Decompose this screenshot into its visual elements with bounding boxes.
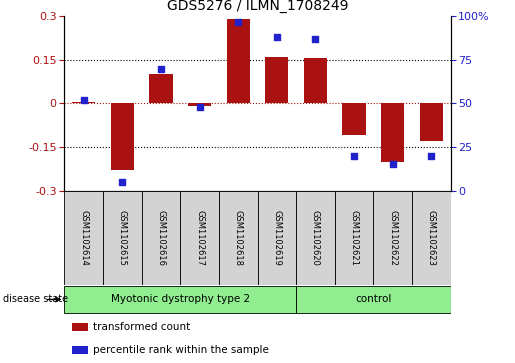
Title: GDS5276 / ILMN_1708249: GDS5276 / ILMN_1708249 xyxy=(167,0,348,13)
FancyBboxPatch shape xyxy=(64,286,296,313)
Bar xyxy=(227,19,250,103)
FancyBboxPatch shape xyxy=(296,286,451,313)
Bar xyxy=(381,103,404,162)
FancyBboxPatch shape xyxy=(335,191,373,285)
Bar xyxy=(188,103,211,106)
FancyBboxPatch shape xyxy=(296,191,335,285)
Point xyxy=(273,34,281,40)
FancyBboxPatch shape xyxy=(103,191,142,285)
Text: GSM1102615: GSM1102615 xyxy=(118,210,127,266)
Text: GSM1102620: GSM1102620 xyxy=(311,210,320,266)
FancyBboxPatch shape xyxy=(142,191,180,285)
Bar xyxy=(72,346,88,354)
FancyBboxPatch shape xyxy=(64,191,103,285)
Point xyxy=(118,179,127,185)
FancyBboxPatch shape xyxy=(219,191,258,285)
Text: percentile rank within the sample: percentile rank within the sample xyxy=(93,345,269,355)
Bar xyxy=(72,102,95,103)
Text: GSM1102618: GSM1102618 xyxy=(234,210,243,266)
Point xyxy=(427,153,435,159)
Point xyxy=(196,104,204,110)
Text: GSM1102623: GSM1102623 xyxy=(427,210,436,266)
FancyBboxPatch shape xyxy=(412,191,451,285)
Text: GSM1102619: GSM1102619 xyxy=(272,210,281,266)
Point xyxy=(157,66,165,72)
Point xyxy=(79,97,88,103)
Text: Myotonic dystrophy type 2: Myotonic dystrophy type 2 xyxy=(111,294,250,305)
FancyBboxPatch shape xyxy=(373,191,412,285)
FancyBboxPatch shape xyxy=(258,191,296,285)
Point xyxy=(350,153,358,159)
Text: GSM1102622: GSM1102622 xyxy=(388,210,397,266)
Bar xyxy=(342,103,366,135)
FancyBboxPatch shape xyxy=(180,191,219,285)
Bar xyxy=(265,57,288,103)
Text: transformed count: transformed count xyxy=(93,322,191,332)
Text: GSM1102614: GSM1102614 xyxy=(79,210,88,266)
Text: GSM1102621: GSM1102621 xyxy=(350,210,358,266)
Point xyxy=(234,19,242,24)
Text: GSM1102617: GSM1102617 xyxy=(195,210,204,266)
Bar xyxy=(72,323,88,331)
Bar xyxy=(420,103,443,141)
Text: control: control xyxy=(355,294,391,305)
Point xyxy=(388,162,397,167)
Bar xyxy=(111,103,134,170)
Text: disease state: disease state xyxy=(3,294,67,305)
Point xyxy=(311,36,319,42)
Bar xyxy=(304,58,327,103)
Bar xyxy=(149,74,173,103)
Text: GSM1102616: GSM1102616 xyxy=(157,210,165,266)
